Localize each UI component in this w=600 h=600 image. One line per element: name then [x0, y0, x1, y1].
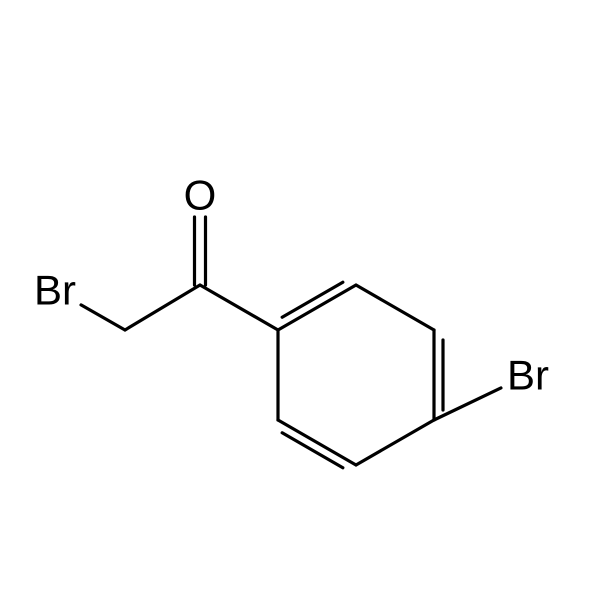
bond-line	[278, 420, 356, 465]
chemical-structure: O Br Br	[0, 0, 600, 600]
atom-label-br: Br	[34, 267, 76, 314]
bond-line	[356, 285, 434, 330]
bond-line	[282, 433, 343, 468]
bond-line	[282, 282, 343, 317]
bond-line	[356, 420, 434, 465]
bond-line	[200, 285, 278, 330]
atom-label-br: Br	[507, 352, 549, 399]
bond-line	[125, 285, 200, 330]
bond-line	[278, 285, 356, 330]
atom-label-o: O	[184, 172, 217, 219]
bond-line	[81, 305, 125, 330]
